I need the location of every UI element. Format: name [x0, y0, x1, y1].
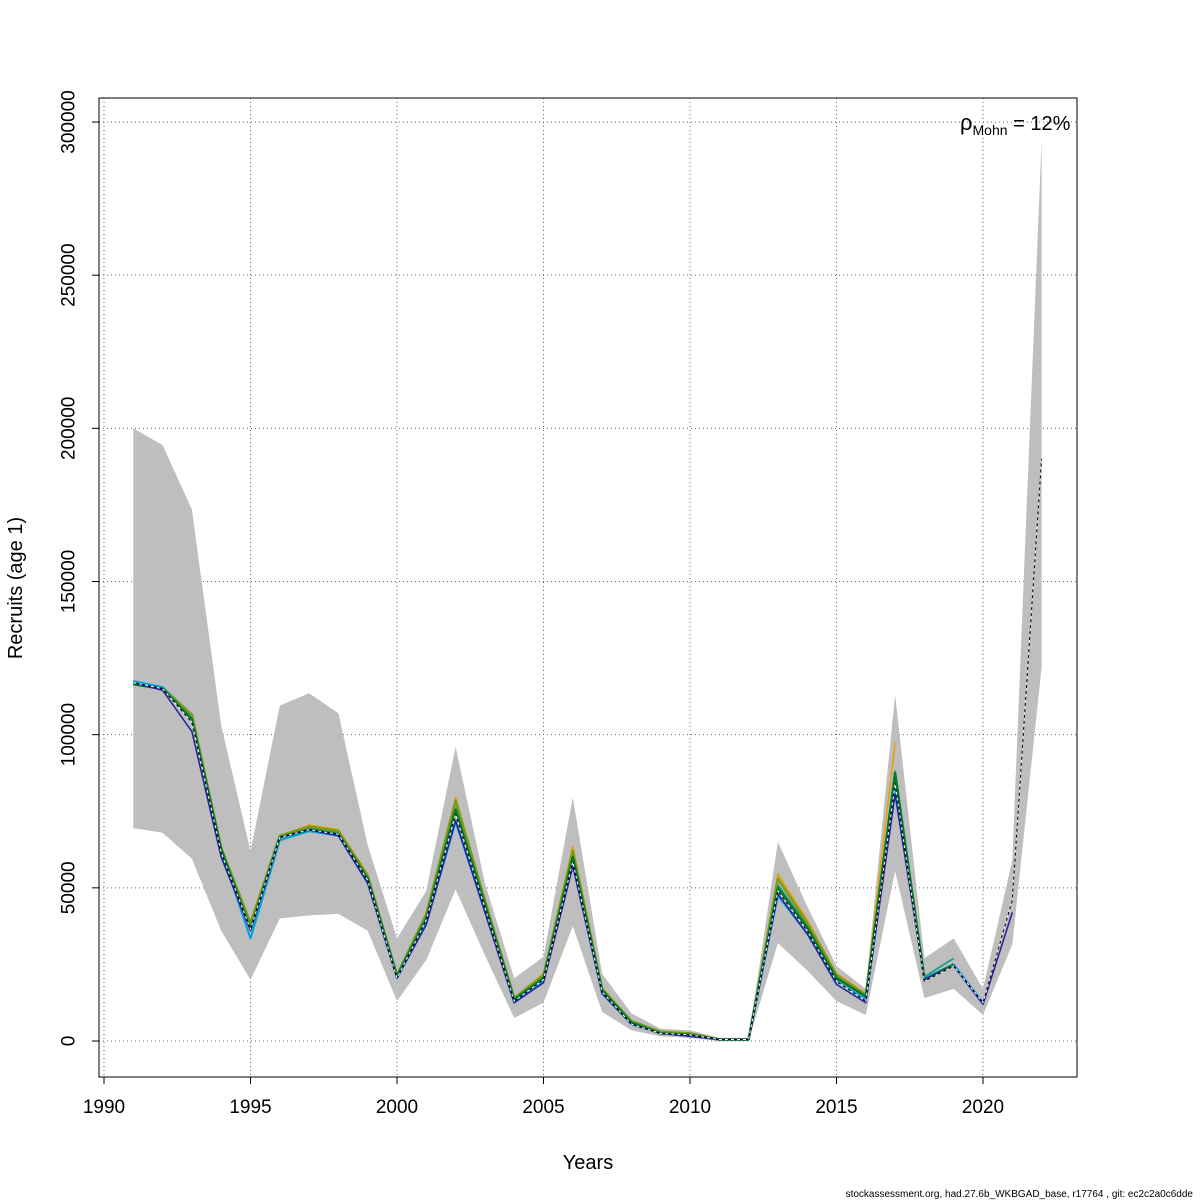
rho-subscript: Mohn: [973, 122, 1008, 138]
y-tick-label: 50000: [59, 861, 80, 914]
rho-symbol: ρ: [960, 110, 973, 135]
y-axis-title: Recruits (age 1): [5, 517, 27, 659]
rho-value: = 12%: [1008, 113, 1071, 135]
y-tick-label: 250000: [59, 243, 80, 306]
y-tick-label: 0: [59, 1036, 80, 1047]
series-layer: [133, 458, 1043, 1041]
y-tick-label: 300000: [59, 90, 80, 153]
axes: 1990 1995 2000 2005 2010 2015 2020 0 50000 100000…: [59, 90, 1005, 1118]
x-tick-label: 2020: [962, 1097, 1004, 1118]
y-tick-label: 200000: [59, 397, 80, 460]
y-tick-label: 150000: [59, 550, 80, 613]
footer-note: stockassessment.org, had.27.6b_WKBGAD_ba…: [846, 1189, 1194, 1200]
x-tick-label: 2010: [669, 1097, 711, 1118]
retro-series-line-8: [133, 458, 1043, 1040]
x-tick-label: 1990: [83, 1097, 125, 1118]
x-axis-title: Years: [563, 1152, 613, 1174]
x-tick-label: 2005: [522, 1097, 564, 1118]
confidence-band: [133, 140, 1042, 1041]
grid-lines: [99, 98, 1077, 1077]
mohn-rho-annotation: ρMohn = 12%: [960, 110, 1071, 138]
y-tick-label: 100000: [59, 703, 80, 766]
confidence-band-layer: [133, 140, 1042, 1041]
x-tick-label: 2000: [376, 1097, 418, 1118]
x-tick-label: 1995: [229, 1097, 271, 1118]
x-tick-label: 2015: [815, 1097, 857, 1118]
